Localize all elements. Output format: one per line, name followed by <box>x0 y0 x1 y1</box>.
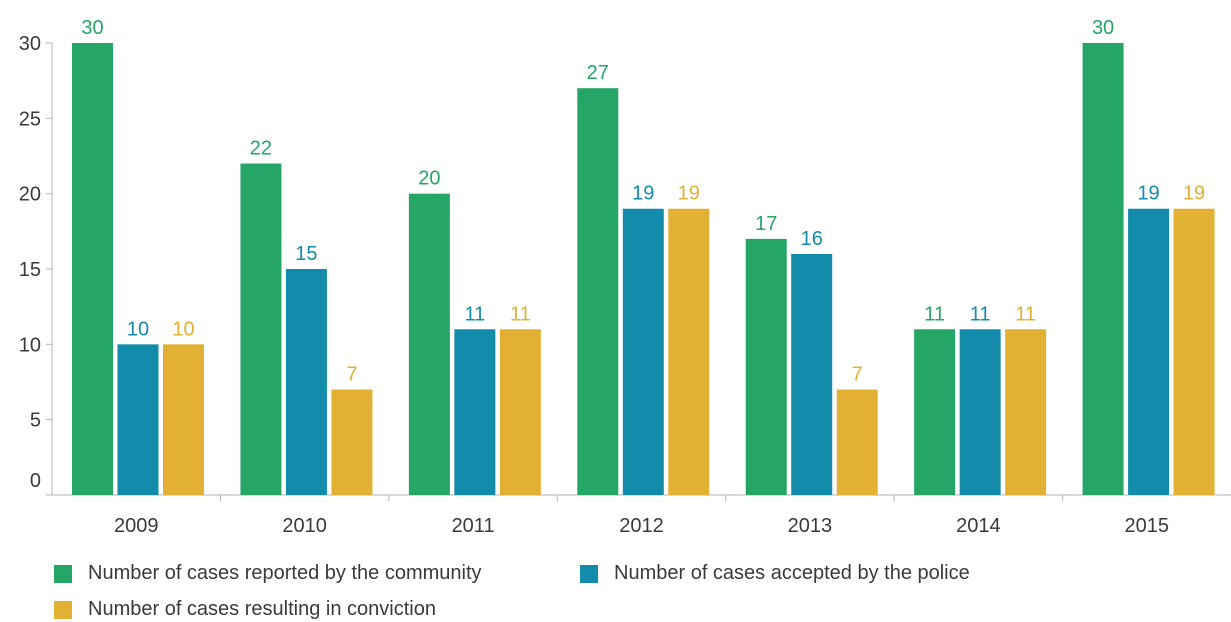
bar <box>285 269 327 495</box>
bar <box>408 193 450 495</box>
bar-value-label: 11 <box>464 303 485 325</box>
bar <box>331 389 373 495</box>
bar-value-label: 20 <box>418 168 440 190</box>
bar <box>117 344 159 495</box>
bar-value-label: 7 <box>346 364 357 386</box>
bar-value-label: 27 <box>587 62 609 84</box>
bar <box>914 329 956 495</box>
bars <box>72 43 1215 496</box>
y-tick-label: 25 <box>19 108 41 130</box>
bar <box>499 329 541 495</box>
bar-value-label: 19 <box>1183 183 1205 205</box>
bar-value-label: 15 <box>295 243 317 265</box>
y-axis: 0 5 10 15 20 25 30 <box>19 33 53 496</box>
y-tick-label: 10 <box>19 334 41 356</box>
x-axis: 2009 2010 2011 2012 2013 2014 2015 <box>52 494 1231 537</box>
y-tick-label: 5 <box>30 410 41 432</box>
x-tick-label: 2010 <box>282 515 327 537</box>
bar <box>240 163 282 496</box>
bar <box>163 344 204 495</box>
bar <box>622 208 664 495</box>
bar-value-label: 22 <box>250 138 272 160</box>
bar-value-label: 19 <box>1137 183 1159 205</box>
bar-value-label: 11 <box>510 303 531 325</box>
y-tick-label: 30 <box>19 33 41 55</box>
bar-value-label: 10 <box>127 318 149 340</box>
bar-value-label: 19 <box>678 183 700 205</box>
bar-value-label: 17 <box>755 213 777 235</box>
bar-value-label: 16 <box>801 228 823 250</box>
bar <box>791 253 833 495</box>
bar <box>454 329 496 495</box>
bar <box>1173 208 1215 495</box>
x-tick-label: 2012 <box>619 515 664 537</box>
x-tick-label: 2015 <box>1125 515 1170 537</box>
bar-value-label: 10 <box>172 318 194 340</box>
bar-value-label: 7 <box>852 364 863 386</box>
bar <box>577 88 619 495</box>
x-tick-label: 2014 <box>956 515 1001 537</box>
y-tick-label: 15 <box>19 259 41 281</box>
bar <box>1082 43 1124 495</box>
bar <box>668 208 710 495</box>
bar <box>745 238 787 495</box>
bar-value-label: 11 <box>924 303 945 325</box>
y-tick-label: 20 <box>19 184 41 206</box>
x-tick-label: 2009 <box>114 515 159 537</box>
bar-value-label: 30 <box>81 17 103 39</box>
bar <box>836 389 878 495</box>
bar <box>72 43 113 495</box>
y-tick-label: 0 <box>30 470 41 492</box>
bar-value-label: 11 <box>970 303 991 325</box>
x-tick-label: 2011 <box>452 515 495 537</box>
x-tick-label: 2013 <box>788 515 833 537</box>
bar <box>1128 208 1170 495</box>
bar-value-label: 30 <box>1092 17 1114 39</box>
data-labels: 30 10 10 22 15 7 20 11 11 27 19 19 17 16 7 11 11 11 30 19 19 <box>81 17 1205 386</box>
bar-value-label: 11 <box>1015 303 1036 325</box>
bar <box>1005 329 1047 495</box>
bar <box>959 329 1001 495</box>
bar-value-label: 19 <box>632 183 654 205</box>
